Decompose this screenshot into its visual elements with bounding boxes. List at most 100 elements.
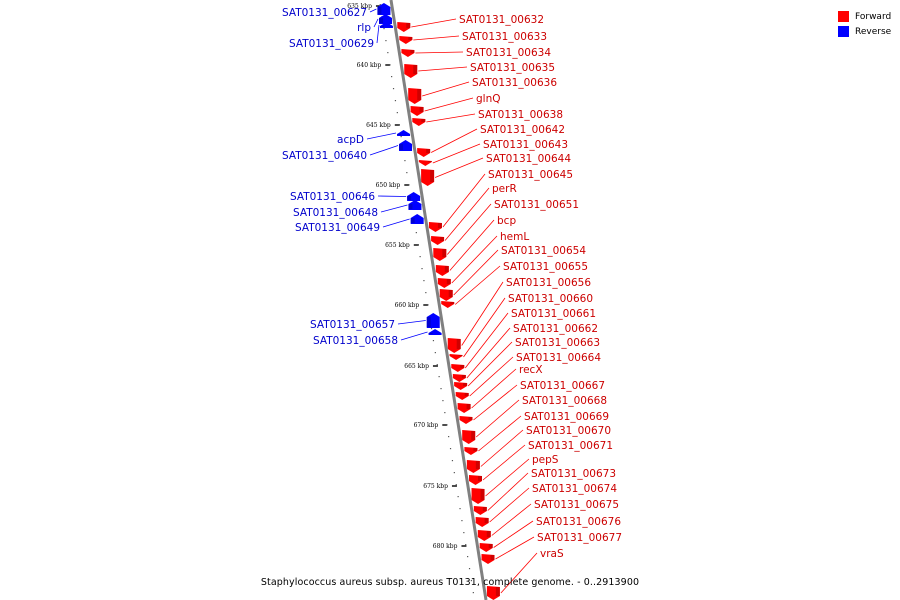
forward-gene-feature [454, 382, 468, 390]
gene-shade [437, 223, 442, 228]
forward-gene-feature [464, 447, 478, 455]
forward-gene-feature [459, 416, 473, 424]
gene-shade [406, 23, 411, 28]
scale-dot [461, 520, 463, 522]
forward-gene-label: glnQ [476, 93, 501, 105]
reverse-swatch [838, 26, 849, 37]
leader-line [453, 249, 499, 296]
leader-line [422, 81, 470, 97]
scale-tick-label: 660 kbp [395, 302, 420, 309]
forward-gene-label: SAT0131_00651 [494, 199, 579, 211]
gene-shape [428, 329, 442, 335]
scale-dot [470, 580, 473, 582]
scale-tick-label: 670 kbp [414, 422, 439, 429]
forward-gene-label: recX [519, 364, 543, 376]
forward-gene-feature [451, 364, 465, 372]
gene-shade [458, 355, 463, 356]
scale-dot [468, 568, 471, 570]
gene-shade [468, 417, 473, 420]
forward-gene-label: SAT0131_00654 [501, 245, 586, 257]
forward-gene-feature [481, 554, 495, 564]
gene-shade [461, 375, 466, 378]
leader-line [442, 173, 486, 228]
leader-line [400, 331, 428, 341]
forward-gene-label: SAT0131_00633 [462, 31, 547, 43]
gene-shade [464, 393, 469, 396]
genome-caption: Staphylococcus aureus subsp. aureus T013… [260, 577, 640, 588]
forward-gene-feature [428, 222, 442, 232]
leader-line [469, 356, 514, 397]
gene-shade [490, 555, 495, 560]
reverse-gene-feature [426, 313, 440, 328]
gene-shade [482, 507, 487, 511]
scale-dots [379, 4, 474, 594]
gene-shade [428, 333, 433, 334]
gene-shade [495, 587, 500, 596]
reverse-gene-label: rlp [357, 22, 371, 34]
leader-line [424, 97, 474, 112]
reverse-gene-label: SAT0131_00648 [293, 207, 378, 219]
leader-line [430, 128, 478, 153]
leader-line [426, 113, 476, 123]
reverse-gene-label: SAT0131_00658 [313, 335, 398, 347]
forward-gene-feature [479, 543, 493, 552]
scale-dot [404, 160, 406, 162]
forward-gene-feature [404, 64, 418, 78]
leader-line [418, 66, 468, 72]
gene-shade [379, 18, 384, 23]
scale-dot [398, 124, 400, 126]
gene-shade [440, 237, 445, 241]
reverse-gene-feature [399, 140, 413, 151]
forward-gene-feature [397, 22, 411, 32]
scale-dot [417, 244, 419, 246]
leader-line [482, 444, 526, 481]
scale-dot [379, 4, 381, 6]
gene-shade [407, 196, 412, 200]
reverse-gene-feature [379, 22, 393, 28]
gene-shade [463, 383, 468, 386]
leader-line [449, 219, 495, 271]
forward-gene-label: SAT0131_00638 [478, 109, 563, 121]
leader-line [489, 487, 530, 523]
gene-shade [413, 65, 418, 74]
leader-line [373, 18, 379, 28]
forward-gene-feature [449, 354, 463, 360]
reverse-gene-feature [410, 214, 424, 224]
gene-shade [426, 149, 431, 153]
scale-dot [463, 532, 465, 534]
forward-gene-label: SAT0131_00656 [506, 277, 591, 289]
forward-gene-feature [437, 278, 451, 288]
legend-label-forward: Forward [855, 11, 892, 22]
reverse-gene-feature [407, 192, 421, 201]
forward-gene-label: bcp [497, 215, 516, 227]
scale-dot [400, 136, 402, 138]
forward-gene-label: SAT0131_00667 [520, 380, 605, 392]
scale-tick-label: 640 kbp [357, 62, 382, 69]
scale-tick-label: 645 kbp [366, 122, 391, 129]
forward-gene-feature [418, 160, 432, 166]
gene-shape [397, 130, 411, 136]
leader-line [369, 145, 399, 156]
forward-gene-label: SAT0131_00634 [466, 47, 551, 59]
gene-shade [426, 317, 431, 327]
gene-shape [418, 160, 432, 166]
scale-dot [446, 424, 448, 426]
scale-dot [423, 280, 425, 282]
leader-line [485, 458, 530, 497]
gene-shade [397, 134, 402, 135]
reverse-gene-feature [377, 3, 391, 15]
gene-shade [444, 266, 449, 272]
forward-gene-label: SAT0131_00636 [472, 77, 557, 89]
forward-gene-feature [452, 374, 466, 382]
reverse-gene-label: SAT0131_00657 [310, 319, 395, 331]
scale-dot [434, 352, 436, 354]
forward-gene-feature [457, 403, 471, 413]
forward-gene-label: SAT0131_00675 [534, 499, 619, 511]
genome-backbone [389, 0, 488, 600]
forward-gene-feature [435, 265, 449, 276]
gene-shade [410, 50, 415, 53]
gene-shade [471, 431, 476, 440]
scale-tick-label: 665 kbp [404, 363, 429, 370]
gene-shade [399, 144, 404, 150]
forward-gene-feature [417, 148, 431, 157]
